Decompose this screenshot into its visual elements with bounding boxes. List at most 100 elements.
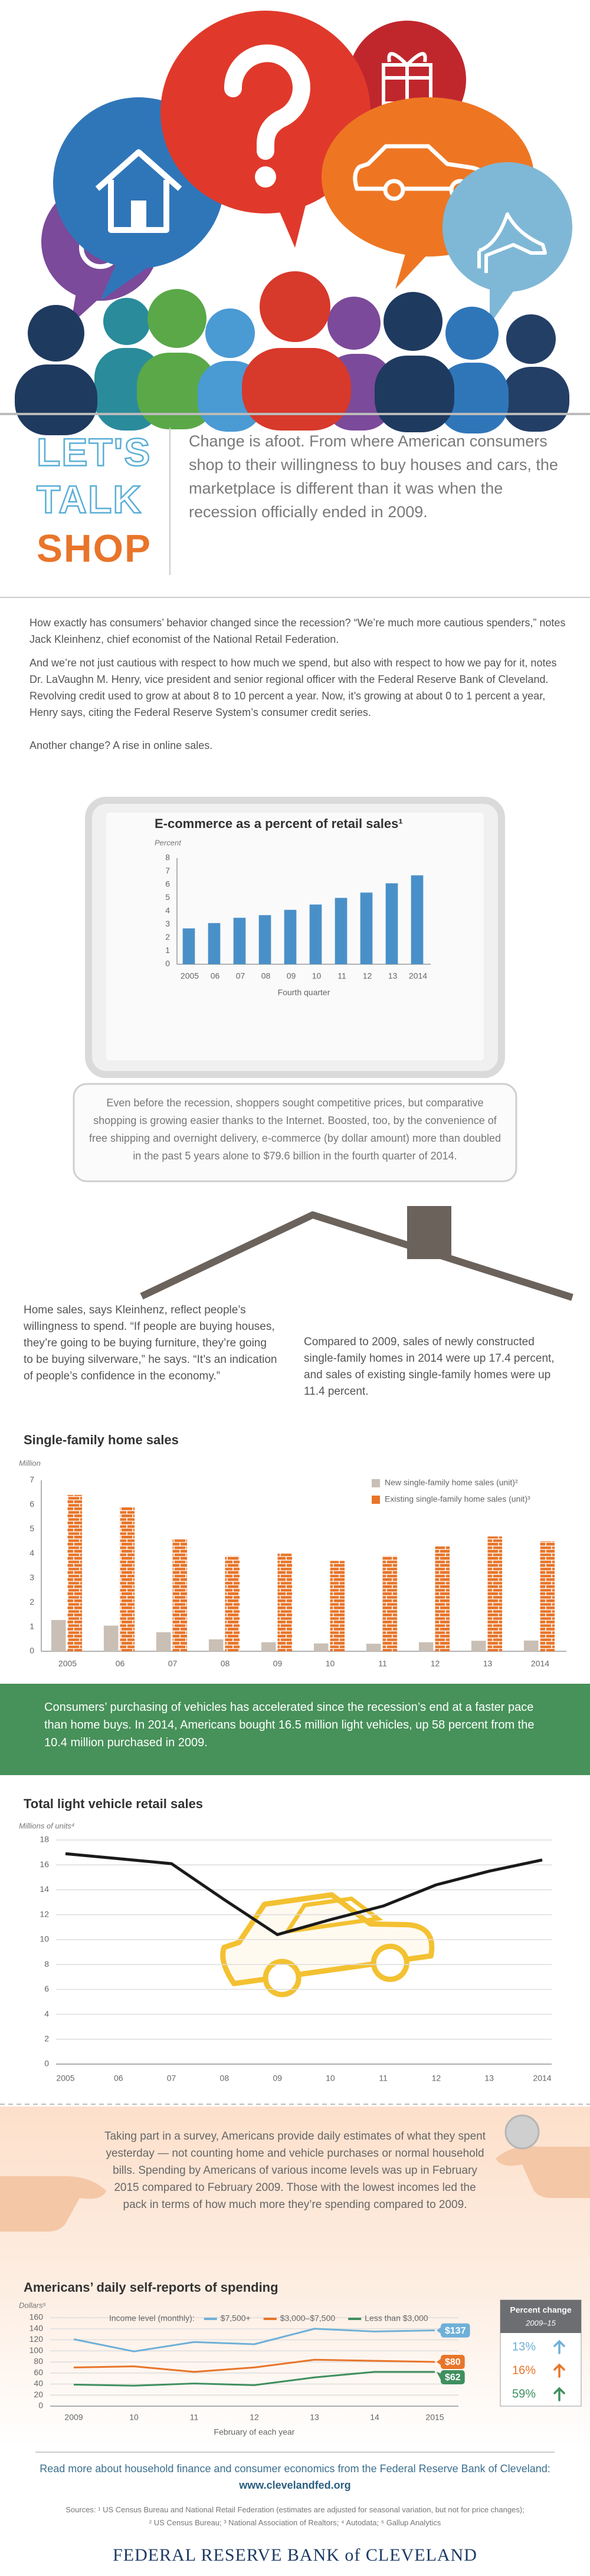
y-tick-label: 20 [34, 2390, 43, 2399]
x-tick-label: 11 [379, 2074, 388, 2083]
roof [140, 1211, 573, 1301]
line [73, 2371, 435, 2387]
chart-title: E-commerce as a percent of retail sales¹ [155, 816, 403, 831]
line [65, 1852, 543, 1936]
pc-arrow [553, 2363, 565, 2378]
y-tick-label: 2 [44, 2033, 49, 2043]
section-bg [0, 2107, 590, 2447]
person [260, 271, 330, 342]
column: Home sales, says Kleinhenz, reflect peop… [24, 1304, 277, 1382]
bar [313, 1643, 329, 1651]
y-tick-label: 0 [30, 1646, 34, 1655]
car-window [283, 1896, 384, 1934]
bar [225, 1556, 240, 1651]
y-tick-label: 5 [30, 1524, 34, 1533]
bar [51, 1619, 66, 1651]
shoe-icon [477, 212, 547, 273]
bubble-tail [490, 283, 519, 324]
divider [0, 597, 590, 598]
chart-title: Total light vehicle retail sales [24, 1796, 203, 1811]
y-tick-label: 4 [165, 906, 170, 915]
person [384, 292, 442, 351]
person [15, 364, 97, 435]
legend-label: Less than $3,000 [365, 2314, 428, 2323]
bar [277, 1553, 293, 1651]
bubble [160, 11, 371, 213]
question-icon [224, 44, 310, 160]
line [73, 2358, 435, 2373]
bubble-tail [277, 201, 307, 248]
house-icon [131, 201, 146, 230]
header-illustration [41, 11, 572, 324]
legend-label: $7,500+ [221, 2314, 251, 2323]
x-tick-label: 12 [250, 2413, 259, 2422]
link[interactable]: www.clevelandfed.org [239, 2479, 351, 2491]
y-tick-label: 60 [34, 2367, 43, 2377]
person [28, 305, 84, 362]
x-tick-label: 2014 [409, 971, 427, 981]
value-label-bg [441, 2370, 465, 2384]
legend-swatch [372, 1496, 380, 1504]
paragraph: And we’re not just cautious with respect… [30, 657, 557, 718]
x-tick-label: 2015 [425, 2413, 444, 2422]
y-tick-label: 8 [44, 1959, 49, 1969]
source-line: Sources: ¹ US Census Bureau and National… [65, 2505, 525, 2514]
legend-label: Existing single-family home sales (unit)… [385, 1494, 530, 1504]
x-axis-label: February of each year [214, 2427, 295, 2437]
bar [309, 904, 322, 964]
person [327, 297, 381, 350]
pc-value: 16% [512, 2364, 536, 2377]
y-tick-label: 6 [44, 1984, 49, 1993]
value-label-bg [441, 2323, 470, 2338]
hand [0, 2176, 106, 2232]
caption-box [73, 1083, 517, 1182]
bubble-tail [395, 245, 437, 289]
y-tick-label: 7 [30, 1475, 34, 1484]
x-tick-label: 08 [220, 2074, 230, 2083]
x-tick-label: 12 [363, 971, 372, 981]
person [103, 298, 150, 345]
paragraph: How exactly has consumers’ behavior chan… [30, 617, 566, 645]
y-tick-label: 0 [165, 959, 170, 968]
chart-title: Single-family home sales [24, 1432, 179, 1447]
legend-swatch [372, 1479, 380, 1487]
x-tick-label: 10 [326, 1659, 335, 1668]
x-tick-label: 09 [273, 2074, 282, 2083]
column: Compared to 2009, sales of newly constru… [304, 1336, 555, 1398]
y-tick-label: 7 [165, 866, 170, 875]
y-tick-label: 80 [34, 2357, 43, 2366]
bar [156, 1632, 171, 1651]
person [502, 367, 569, 432]
bar [233, 918, 246, 964]
coin [504, 2114, 540, 2150]
person [445, 307, 499, 360]
banner [0, 1684, 590, 1775]
x-tick-label: 10 [326, 2074, 335, 2083]
y-tick-label: 0 [44, 2059, 49, 2068]
x-tick-label: 11 [378, 1659, 387, 1668]
bar [435, 1546, 450, 1651]
y-axis-label: Percent [155, 838, 182, 847]
x-tick-label: 2005 [56, 2074, 74, 2083]
value-label-pointer [437, 2358, 441, 2365]
x-tick-label: 08 [261, 971, 271, 981]
badge-word: TALK [37, 477, 142, 521]
caption: Even before the recession, shoppers soug… [88, 1097, 502, 1162]
person [242, 348, 351, 431]
x-tick-label: 09 [287, 971, 296, 981]
legend-label: New single-family home sales (unit)² [385, 1478, 518, 1487]
x-tick-label: 11 [190, 2413, 199, 2422]
y-tick-label: 2 [165, 932, 170, 942]
value-label: $137 [445, 2326, 466, 2336]
x-tick-label: 12 [431, 1659, 440, 1668]
intro: Change is afoot. From where American con… [189, 432, 558, 521]
bar [208, 1639, 224, 1651]
legend-label: $3,000–$7,500 [280, 2314, 336, 2323]
divider [0, 413, 590, 415]
bar [208, 923, 221, 964]
bar [330, 1560, 345, 1651]
y-axis-label: Million [19, 1458, 41, 1467]
pc-value: 59% [512, 2387, 536, 2400]
x-tick-label: 13 [484, 2074, 494, 2083]
